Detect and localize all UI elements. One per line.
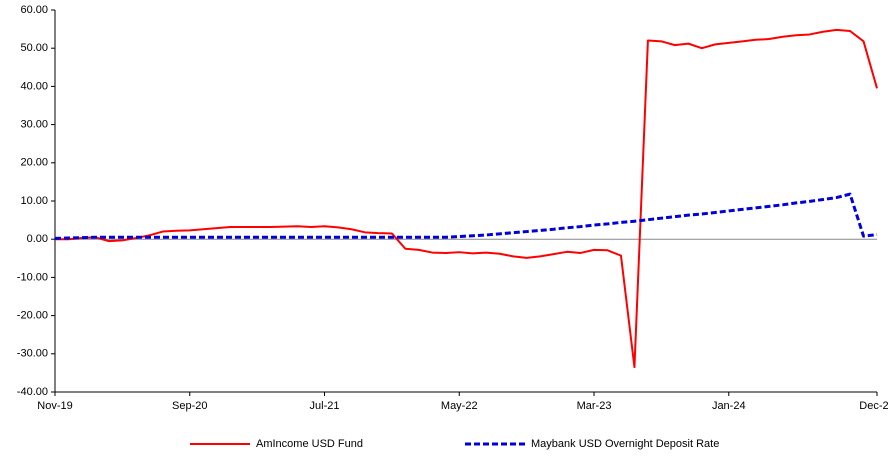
x-tick-label: Mar-23 [577,400,612,412]
y-tick-label: 0.00 [27,233,48,245]
x-tick-label: Jul-21 [310,400,340,412]
y-tick-label: 50.00 [20,42,48,54]
y-tick-label: 10.00 [20,195,48,207]
series-line [55,28,878,369]
series-line [54,192,878,240]
legend-label: Maybank USD Overnight Deposit Rate [531,438,719,450]
y-tick-label: -20.00 [17,310,48,322]
x-tick-label: Nov-19 [37,400,72,412]
x-tick-label: Jan-24 [712,400,746,412]
y-tick-label: 60.00 [20,4,48,16]
x-tick-label: Dec-24 [859,400,888,412]
y-tick-label: -40.00 [17,386,48,398]
x-tick-label: Sep-20 [172,400,207,412]
legend-label: AmIncome USD Fund [256,438,363,450]
y-tick-label: -10.00 [17,271,48,283]
x-tick-label: May-22 [441,400,478,412]
y-tick-label: 20.00 [20,157,48,169]
y-tick-label: 40.00 [20,80,48,92]
y-tick-label: 30.00 [20,119,48,131]
y-tick-label: -30.00 [17,348,48,360]
